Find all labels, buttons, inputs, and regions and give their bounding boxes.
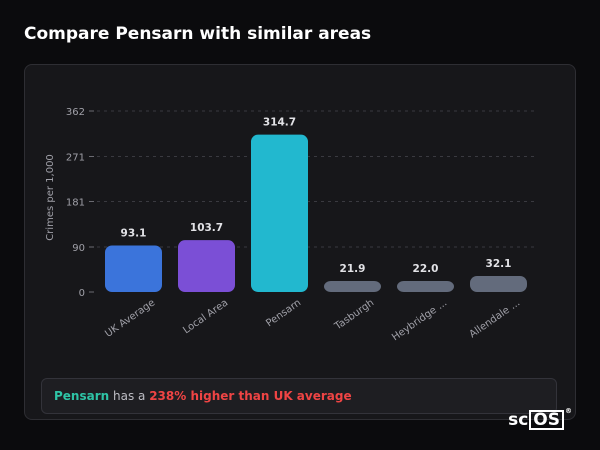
y-tick-label: 181 [66,198,85,209]
y-tick-label: 0 [79,288,85,299]
data-label: 93.1 [121,227,147,239]
y-tick-label: 362 [66,107,85,118]
data-label: 103.7 [190,222,223,234]
summary-connector-text: has a [109,389,150,403]
x-tick-label: UK Average [103,297,157,339]
bar-3 [251,134,308,292]
data-label: 314.7 [263,117,296,129]
bar-2 [178,240,235,292]
logo-prefix: sc [508,410,529,430]
bar-6 [470,275,527,292]
data-label: 21.9 [340,263,366,275]
page-title: Compare Pensarn with similar areas [24,24,372,44]
chart-card: 0 90 181 271 362 Crimes per 1,000 93.1 UK Avera… [24,64,576,420]
x-tick-label: Pensarn [264,297,303,329]
x-tick-label: Heybridge ... [390,297,449,343]
x-tick-label: Tasburgh [332,297,376,332]
x-tick-label: Local Area [181,297,230,336]
logo-boxed-text: OS [529,410,564,430]
bar-1 [105,245,162,292]
comparison-summary: Pensarn has a 238% higher than UK averag… [41,378,557,414]
x-tick-label: Allendale ... [468,297,523,340]
bar-4 [324,281,381,292]
scos-logo: sc OS ® [508,407,572,430]
bar-chart: 0 90 181 271 362 Crimes per 1,000 93.1 UK Avera… [45,107,535,343]
data-label: 22.0 [413,263,439,275]
y-tick-label: 271 [66,153,85,164]
y-axis-label: Crimes per 1,000 [45,154,56,241]
summary-area-name: Pensarn [54,389,110,403]
summary-difference: 238% higher than UK average [149,389,352,403]
y-tick-label: 90 [72,243,85,254]
bar-5 [397,281,454,292]
data-label: 32.1 [486,258,512,270]
logo-registered-mark: ® [565,407,572,415]
